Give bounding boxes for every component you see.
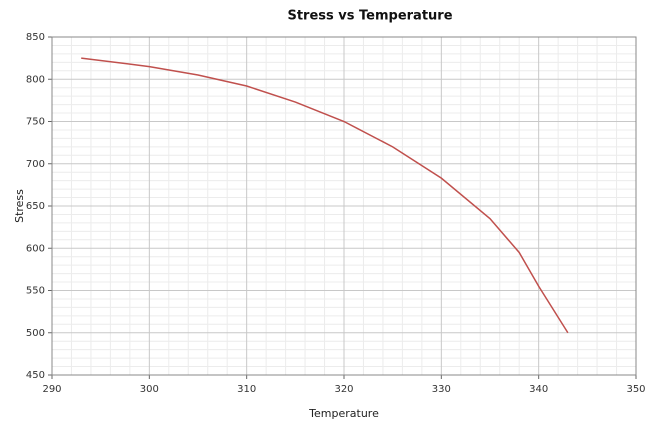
x-tick-label: 290 [42, 384, 61, 395]
x-tick-label: 300 [140, 384, 159, 395]
y-tick-label: 850 [26, 32, 45, 43]
y-tick-label: 650 [26, 201, 45, 212]
chart-title: Stress vs Temperature [287, 9, 452, 24]
x-tick-label: 340 [529, 384, 548, 395]
y-tick-label: 450 [26, 370, 45, 381]
x-tick-label: 350 [626, 384, 645, 395]
x-tick-label: 320 [334, 384, 353, 395]
y-tick-label: 750 [26, 117, 45, 128]
x-axis-label: Temperature [308, 407, 379, 420]
x-tick-label: 310 [237, 384, 256, 395]
y-tick-label: 600 [26, 243, 45, 254]
y-tick-label: 700 [26, 159, 45, 170]
y-tick-label: 800 [26, 74, 45, 85]
line-series [81, 57, 569, 334]
y-axis-label: Stress [13, 189, 26, 223]
x-tick-label: 330 [432, 384, 451, 395]
plot-frame [51, 36, 637, 376]
y-tick-label: 550 [26, 286, 45, 297]
y-tick-label: 500 [26, 328, 45, 339]
